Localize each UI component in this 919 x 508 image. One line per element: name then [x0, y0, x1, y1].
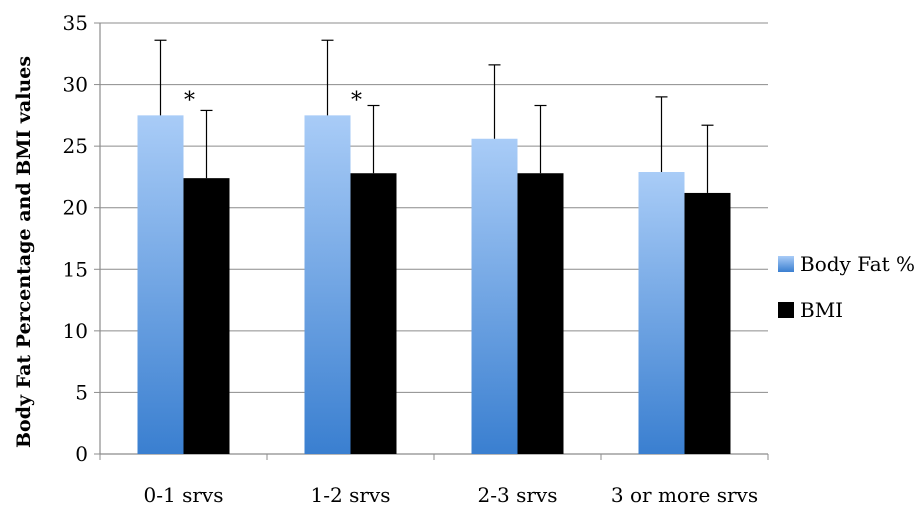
- error-bars: [154, 39, 714, 193]
- bar-body-fat: [137, 115, 184, 454]
- x-tick-label: 3 or more srvs: [611, 483, 758, 507]
- bars: [137, 115, 731, 455]
- y-tick-label: 20: [63, 196, 88, 220]
- legend-swatch-body-fat: [778, 256, 794, 272]
- bar-body-fat: [471, 138, 518, 455]
- bar-bmi: [517, 173, 564, 454]
- y-tick-label: 5: [75, 380, 88, 404]
- legend-swatch-bmi: [778, 302, 794, 318]
- y-tick-label: 15: [63, 257, 88, 281]
- bar-bmi: [350, 173, 397, 454]
- y-tick-label: 25: [63, 134, 88, 158]
- significance-asterisk: *: [184, 88, 195, 113]
- legend-label-bmi: BMI: [800, 298, 843, 322]
- y-tick-label: 10: [63, 319, 88, 343]
- legend-label-body-fat: Body Fat %: [800, 252, 915, 276]
- bar-body-fat: [304, 115, 351, 454]
- y-tick-label: 35: [63, 11, 88, 35]
- x-tick-label: 1-2 srvs: [311, 483, 391, 507]
- y-tick-label: 30: [63, 73, 88, 97]
- significance-asterisk: *: [351, 88, 362, 113]
- x-tick-label: 0-1 srvs: [144, 483, 224, 507]
- bar-body-fat: [638, 172, 685, 454]
- bar-bmi: [684, 192, 731, 455]
- legend: Body Fat % BMI: [778, 252, 915, 322]
- y-tick-label: 0: [75, 442, 88, 466]
- bar-bmi: [183, 178, 230, 454]
- axis-labels: 0 5 10 15 20 25 30 35 0-1 srvs 1-2 srvs 2-3 srvs 3 …: [63, 11, 759, 507]
- x-tick-label: 2-3 srvs: [478, 483, 558, 507]
- y-axis-label: Body Fat Percentage and BMI values: [13, 56, 35, 448]
